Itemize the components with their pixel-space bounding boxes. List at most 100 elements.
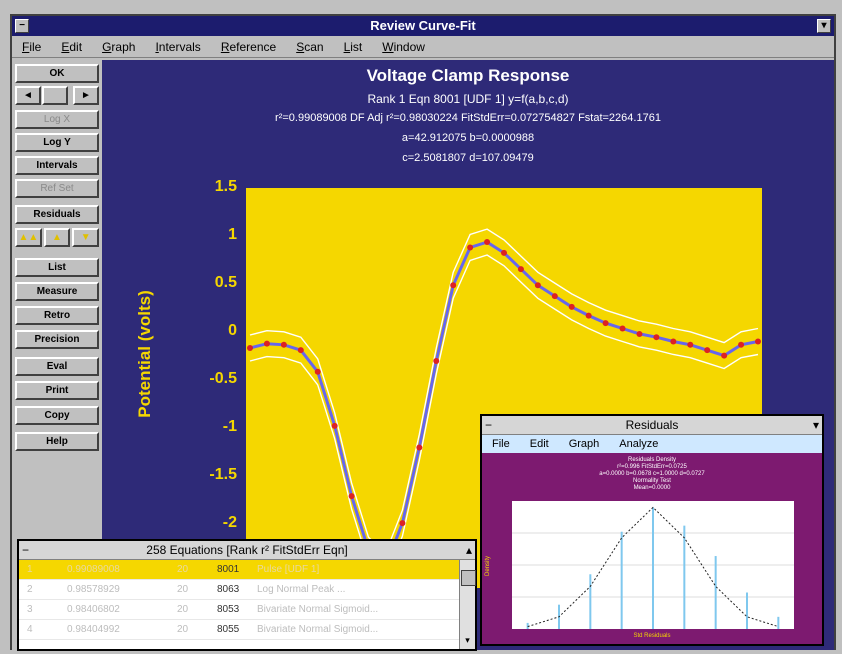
ref-set-button[interactable]: Ref Set — [15, 179, 99, 198]
minimize-icon[interactable]: ▾ — [812, 418, 819, 432]
y-tick-label: -0.5 — [209, 370, 237, 387]
eval-button[interactable]: Eval — [15, 357, 99, 376]
residuals-menu-bar: File Edit Graph Analyze — [482, 435, 822, 453]
menu-window[interactable]: Window — [382, 40, 425, 54]
residual-bar — [683, 525, 686, 629]
y-tick-label: 0.5 — [214, 274, 237, 291]
residuals-chart[interactable] — [512, 501, 794, 629]
y-tick-label: -1 — [222, 418, 237, 435]
menu-edit[interactable]: Edit — [61, 40, 83, 54]
data-point — [416, 444, 423, 451]
window-title: Review Curve-Fit — [370, 18, 476, 33]
equations-scrollbar[interactable]: ▾ — [459, 560, 476, 649]
data-point — [433, 357, 440, 364]
plot-params-ab: a=42.912075 b=0.0000988 — [401, 132, 535, 144]
y-tick-label: 0 — [228, 322, 237, 339]
equation-rank: 1 — [27, 564, 33, 575]
equation-df: 20 — [177, 624, 189, 635]
measure-button[interactable]: Measure — [15, 282, 99, 301]
menu-intervals[interactable]: Intervals — [155, 40, 201, 54]
equation-eqn: 8063 — [217, 584, 240, 595]
nav-slider-thumb[interactable] — [42, 86, 68, 105]
residuals-x-label: Std Residuals — [633, 633, 671, 639]
upper-confidence-band — [249, 228, 759, 555]
data-point — [551, 293, 558, 300]
residuals-menu-edit[interactable]: Edit — [529, 438, 549, 450]
equation-desc: Pulse [UDF 1] — [257, 564, 320, 575]
data-point — [585, 312, 592, 319]
data-point — [297, 347, 304, 354]
residuals-header-line: Residuals Density — [627, 457, 677, 463]
y-tick-label: -1.5 — [209, 466, 237, 483]
log-x-button[interactable]: Log X — [15, 110, 99, 129]
equation-row[interactable]: 3 0.98406802 20 8053 Bivariate Normal Si… — [19, 600, 459, 620]
data-point — [721, 352, 728, 359]
residuals-header-line: a=0.0000 b=0.0678 c=1.0000 d=0.0727 — [599, 471, 705, 477]
log-y-button[interactable]: Log Y — [15, 133, 99, 152]
plot-equation: Rank 1 Eqn 8001 [UDF 1] y=f(a,b,c,d) — [367, 92, 569, 106]
close-icon[interactable]: ▾ — [817, 19, 831, 33]
system-menu-icon[interactable]: − — [485, 418, 493, 432]
menu-graph[interactable]: Graph — [102, 40, 136, 54]
rank-first-icon[interactable]: ▲▲ — [15, 228, 42, 247]
plot-title: Voltage Clamp Response — [366, 66, 570, 85]
equations-list: 1 0.99089008 20 8001 Pulse [UDF 1] 2 0.9… — [19, 560, 459, 649]
residual-bar — [746, 592, 748, 629]
data-point — [484, 239, 491, 246]
plot-stats: r²=0.99089008 DF Adj r²=0.98030224 FitSt… — [275, 112, 661, 124]
ok-button[interactable]: OK — [15, 64, 99, 83]
menu-list[interactable]: List — [343, 40, 363, 54]
data-point — [602, 320, 609, 327]
nav-left-button[interactable]: ◄ — [15, 86, 41, 105]
equation-desc: Log Normal Peak ... — [257, 584, 346, 595]
retro-button[interactable]: Retro — [15, 306, 99, 325]
system-menu-icon[interactable]: − — [15, 19, 29, 33]
menu-scan[interactable]: Scan — [296, 40, 324, 54]
menu-reference[interactable]: Reference — [220, 40, 277, 54]
nav-right-button[interactable]: ► — [73, 86, 99, 105]
data-point — [619, 325, 626, 332]
plot-params-cd: c=2.5081807 d=107.09479 — [402, 152, 534, 164]
system-menu-icon[interactable]: − — [22, 543, 30, 557]
data-point — [247, 345, 253, 351]
data-point — [568, 303, 575, 310]
scroll-thumb[interactable] — [461, 570, 476, 586]
menu-file[interactable]: File — [22, 40, 42, 54]
residuals-menu-analyze[interactable]: Analyze — [619, 438, 659, 450]
residuals-menu-file[interactable]: File — [492, 438, 510, 450]
data-point — [670, 338, 677, 345]
scroll-down-icon[interactable]: ▾ — [465, 635, 470, 645]
equation-row[interactable]: 4 0.98404992 20 8055 Bivariate Normal Si… — [19, 620, 459, 640]
equation-row[interactable]: 2 0.98578929 20 8063 Log Normal Peak ... — [19, 580, 459, 600]
equation-df: 20 — [177, 604, 189, 615]
equation-eqn: 8055 — [217, 624, 240, 635]
data-point — [263, 340, 270, 347]
residuals-plot-area: Residuals Density r²=0.996 FitStdErr=0.0… — [482, 453, 822, 644]
residual-bar — [620, 531, 623, 629]
residual-bar — [777, 616, 780, 629]
rank-arrows: ▲▲ ▲ ▼ — [15, 228, 100, 247]
rank-up-icon[interactable]: ▲ — [43, 228, 71, 247]
lower-confidence-band — [249, 254, 759, 581]
rank-down-icon[interactable]: ▼ — [72, 228, 100, 247]
residual-bar — [526, 622, 529, 629]
density-curve — [527, 506, 779, 628]
equation-rank: 2 — [27, 584, 33, 595]
residuals-header: Residuals Density r²=0.996 FitStdErr=0.0… — [482, 457, 822, 492]
equation-r2: 0.99089008 — [67, 564, 120, 575]
equation-r2: 0.98406802 — [67, 604, 120, 615]
list-button[interactable]: List — [15, 258, 99, 277]
precision-button[interactable]: Precision — [15, 330, 99, 349]
data-point — [738, 341, 745, 348]
help-button[interactable]: Help — [15, 432, 99, 451]
intervals-button[interactable]: Intervals — [15, 156, 99, 175]
residuals-menu-graph[interactable]: Graph — [568, 438, 600, 450]
scroll-up-icon[interactable]: ▴ — [465, 543, 472, 557]
copy-button[interactable]: Copy — [15, 406, 99, 425]
residual-bar — [714, 556, 717, 629]
print-button[interactable]: Print — [15, 381, 99, 400]
residuals-button[interactable]: Residuals — [15, 205, 99, 224]
equation-row[interactable]: 1 0.99089008 20 8001 Pulse [UDF 1] — [19, 560, 459, 580]
data-point — [636, 330, 643, 337]
equation-eqn: 8053 — [217, 604, 240, 615]
